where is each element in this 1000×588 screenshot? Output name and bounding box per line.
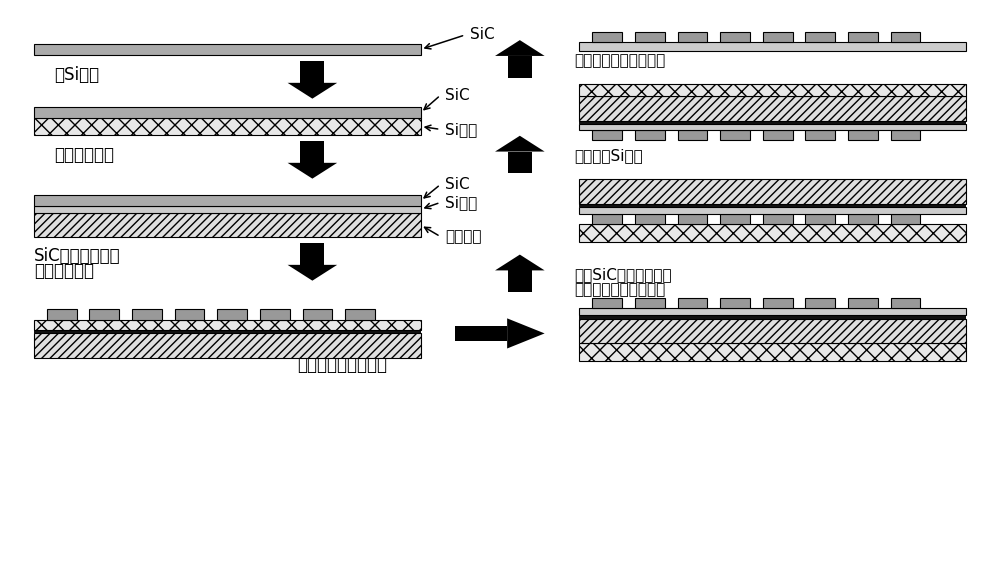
Bar	[592, 32, 622, 42]
Text: 镀Si薄层: 镀Si薄层	[54, 66, 99, 85]
Bar	[592, 298, 622, 309]
Bar	[579, 207, 966, 214]
Text: 添加临时载体: 添加临时载体	[54, 146, 114, 165]
Text: 临时载体: 临时载体	[445, 229, 482, 244]
Polygon shape	[288, 83, 337, 99]
Bar	[763, 214, 793, 225]
Bar	[34, 213, 421, 237]
Bar	[175, 309, 204, 319]
Bar	[635, 298, 665, 309]
Bar	[579, 309, 966, 315]
Bar	[891, 298, 920, 309]
Bar	[260, 309, 290, 319]
Bar	[579, 315, 966, 319]
Bar	[345, 309, 375, 319]
Bar	[47, 309, 77, 319]
Bar	[579, 343, 966, 360]
Bar	[34, 206, 421, 213]
Bar	[763, 32, 793, 42]
Bar	[508, 56, 532, 78]
Text: 并加金刚石面临时载体: 并加金刚石面临时载体	[574, 282, 666, 297]
Bar	[579, 179, 966, 203]
Text: 去除金刚石面临时载体: 去除金刚石面临时载体	[574, 53, 666, 68]
Bar	[592, 130, 622, 141]
Text: SiC: SiC	[445, 88, 470, 103]
Text: 去除SiC面临时载体，: 去除SiC面临时载体，	[574, 268, 672, 282]
Bar	[678, 214, 707, 225]
Bar	[34, 330, 421, 333]
Bar	[805, 214, 835, 225]
Bar	[635, 130, 665, 141]
Bar	[300, 141, 324, 163]
Bar	[720, 32, 750, 42]
Text: 生长金刚石层及抛光: 生长金刚石层及抛光	[297, 356, 387, 375]
Bar	[300, 243, 324, 265]
Bar	[678, 32, 707, 42]
Bar	[720, 298, 750, 309]
Polygon shape	[495, 255, 545, 270]
Bar	[132, 309, 162, 319]
Bar	[579, 83, 966, 96]
Polygon shape	[495, 136, 545, 152]
Bar	[805, 130, 835, 141]
Bar	[891, 130, 920, 141]
Bar	[848, 130, 878, 141]
Bar	[763, 298, 793, 309]
Bar	[579, 121, 966, 124]
Polygon shape	[288, 163, 337, 179]
Text: 反应离子刻蚀: 反应离子刻蚀	[34, 262, 94, 280]
Bar	[635, 32, 665, 42]
Bar	[720, 214, 750, 225]
Bar	[34, 195, 421, 206]
Bar	[763, 130, 793, 141]
Bar	[891, 214, 920, 225]
Bar	[678, 130, 707, 141]
Bar	[303, 309, 332, 319]
Bar	[805, 32, 835, 42]
Bar	[34, 319, 421, 330]
Bar	[579, 319, 966, 343]
Polygon shape	[495, 40, 545, 56]
Text: Si涂层: Si涂层	[445, 195, 478, 210]
Bar	[720, 130, 750, 141]
Polygon shape	[507, 318, 545, 349]
Bar	[848, 214, 878, 225]
Bar	[592, 214, 622, 225]
Bar	[635, 214, 665, 225]
Bar	[579, 42, 966, 51]
Polygon shape	[288, 265, 337, 280]
Bar	[455, 326, 507, 340]
Text: 去除正面Si涂层: 去除正面Si涂层	[574, 149, 643, 163]
Bar	[848, 32, 878, 42]
Bar	[89, 309, 119, 319]
Bar	[579, 203, 966, 207]
Bar	[678, 298, 707, 309]
Text: SiC: SiC	[445, 177, 470, 192]
Bar	[34, 118, 421, 135]
Bar	[579, 124, 966, 130]
Bar	[508, 152, 532, 173]
Text: SiC表面图形化及: SiC表面图形化及	[34, 247, 121, 265]
Bar	[805, 298, 835, 309]
Bar	[891, 32, 920, 42]
Bar	[300, 61, 324, 83]
Bar	[34, 44, 421, 55]
Bar	[34, 333, 421, 358]
Text: Si涂层: Si涂层	[445, 122, 478, 137]
Bar	[34, 108, 421, 118]
Bar	[579, 96, 966, 121]
Text: SiC: SiC	[470, 28, 495, 42]
Bar	[217, 309, 247, 319]
Bar	[848, 298, 878, 309]
Bar	[508, 270, 532, 292]
Bar	[579, 225, 966, 242]
